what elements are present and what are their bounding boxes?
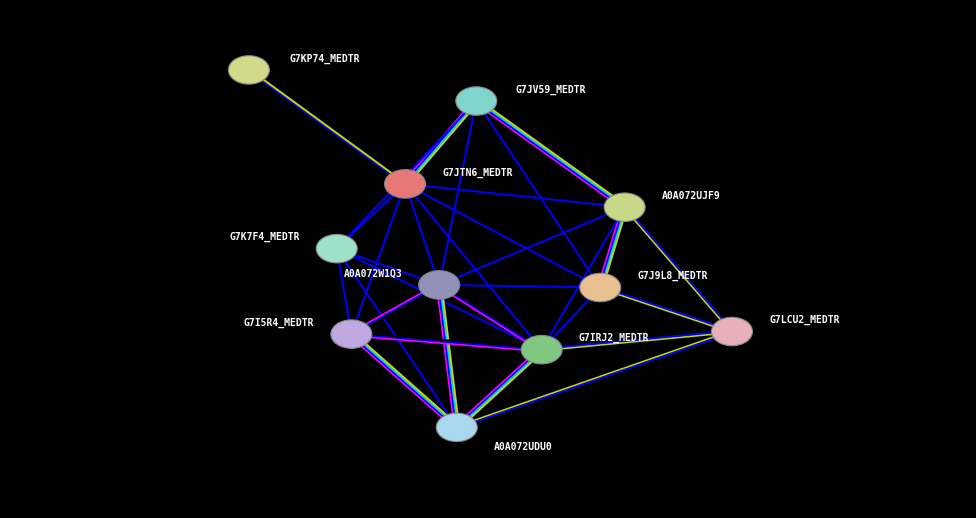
Ellipse shape [385, 169, 426, 198]
Ellipse shape [419, 270, 460, 299]
Ellipse shape [712, 317, 752, 346]
Text: G7LCU2_MEDTR: G7LCU2_MEDTR [769, 315, 839, 325]
Ellipse shape [331, 320, 372, 349]
Text: G7JTN6_MEDTR: G7JTN6_MEDTR [442, 167, 512, 178]
Text: G7JV59_MEDTR: G7JV59_MEDTR [515, 84, 586, 95]
Ellipse shape [604, 193, 645, 222]
Ellipse shape [436, 413, 477, 441]
Text: G7I5R4_MEDTR: G7I5R4_MEDTR [244, 318, 314, 328]
Text: G7KP74_MEDTR: G7KP74_MEDTR [290, 53, 360, 64]
Ellipse shape [456, 87, 497, 116]
Ellipse shape [580, 274, 621, 301]
Text: G7IRJ2_MEDTR: G7IRJ2_MEDTR [579, 333, 649, 343]
Text: A0A072UDU0: A0A072UDU0 [494, 442, 552, 452]
Ellipse shape [228, 55, 269, 84]
Text: A0A072UJF9: A0A072UJF9 [662, 191, 720, 201]
Ellipse shape [316, 234, 357, 263]
Text: G7J9L8_MEDTR: G7J9L8_MEDTR [637, 271, 708, 281]
Text: A0A072W1Q3: A0A072W1Q3 [344, 268, 402, 279]
Text: G7K7F4_MEDTR: G7K7F4_MEDTR [229, 232, 300, 242]
Ellipse shape [521, 336, 562, 364]
